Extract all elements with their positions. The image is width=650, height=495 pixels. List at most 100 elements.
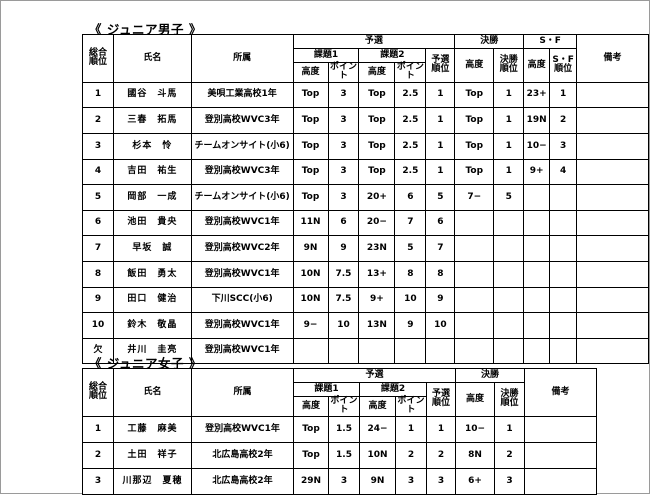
cell-remarks [576,312,649,339]
cell-final-rank [493,312,525,339]
header-remarks: 備考 [576,34,649,83]
cell-task1-height: 10N [292,286,329,314]
cell-sf-rank: 3 [549,133,578,160]
cell-overall-rank: 5 [82,184,114,211]
cell-final-height: 6+ [455,467,495,495]
cell-final-rank [493,235,525,263]
cell-sf-height [523,209,551,237]
cell-task1-point: 3 [328,467,360,495]
cell-overall-rank: 6 [82,209,114,237]
cell-remarks [576,209,649,237]
cell-remarks [524,441,597,469]
cell-affiliation: 登別高校WVC3年 [190,107,294,135]
cell-task2-point: 2.5 [394,107,427,135]
cell-task2-height: 13N [358,312,396,339]
cell-task2-point: 7 [394,209,427,237]
header-final-rank-line2: 順位 [499,64,518,75]
cell-affiliation: チームオンサイト(小6) [190,184,294,211]
cell-task2-point: 5 [394,235,427,263]
cell-task1-point: 3 [327,158,360,186]
cell-task1-point: 3 [327,107,360,135]
junior-men-table-body: 1 國谷 斗馬 美唄工業高校1年 Top 3 Top 2.5 1 Top 1 23+ 1 2 三春 拓馬登… [82,81,649,365]
cell-affiliation: 美唄工業高校1年 [190,81,294,109]
cell-overall-rank: 9 [82,286,114,314]
cell-qualifying-rank: 10 [425,312,456,339]
cell-task1-height [292,337,329,365]
cell-remarks [524,467,597,495]
cell-overall-rank: 3 [82,467,114,495]
header-sf-rank: S・F 順位 [549,48,578,83]
cell-task1-point [327,337,360,365]
cell-final-rank: 1 [493,107,525,135]
cell-affiliation: 登別高校WVC1年 [190,261,294,288]
cell-final-rank: 1 [493,81,525,109]
cell-qualifying-rank: 8 [425,261,456,288]
cell-task1-point: 10 [327,312,360,339]
cell-task2-height: 23N [358,235,396,263]
table-row: 8 飯田 勇太 登別高校WVC1年 10N 7.5 13+ 8 8 [82,261,649,288]
header-task2-point: ポイント [394,62,427,83]
header-qualifying: 予選 [293,368,456,383]
cell-overall-rank: 8 [82,261,114,288]
cell-task1-point: 1.5 [328,415,360,443]
table-row: 3 川那辺 夏穂 北広島高校2年 29N 3 9N 3 3 6+ 3 [82,467,597,495]
cell-qualifying-rank: 1 [425,81,456,109]
cell-remarks [576,81,649,109]
cell-task2-point: 10 [394,286,427,314]
cell-task2-point: 2.5 [394,133,427,160]
cell-name: 井川 圭亮 [112,337,192,365]
cell-final-height [454,286,495,314]
cell-task2-point: 2.5 [394,158,427,186]
junior-women-results-table: 総合 順位 氏名 所属 予選 決勝 備考 課題1 課題2 予選 順位 高度 決勝 [82,368,597,495]
cell-affiliation: 下川SCC(小6) [190,286,294,314]
cell-final-height [454,209,495,237]
header-task1: 課題1 [293,382,360,397]
cell-final-rank [493,261,525,288]
cell-qualifying-rank: 1 [425,158,456,186]
header-affiliation: 所属 [190,34,294,83]
cell-sf-rank [549,209,578,237]
table-row: 4 吉田 祐生 登別高校WVC3年 Top 3 Top 2.5 1 Top 1 9+ 4 [82,158,649,186]
cell-task2-point: 6 [394,184,427,211]
cell-task2-point: 8 [394,261,427,288]
cell-sf-rank: 1 [549,81,578,109]
cell-final-rank: 2 [494,441,525,469]
cell-overall-rank: 3 [82,133,114,160]
cell-affiliation: チームオンサイト(小6) [190,133,294,160]
junior-women-table-body: 1 工藤 麻美 登別高校WVC1年 Top 1.5 24− 1 1 10− 1 2 土田 祥子 北広島高… [82,415,597,495]
cell-name: 國谷 斗馬 [112,81,192,109]
cell-task1-point: 1.5 [328,441,360,469]
header-qual-rank-line2: 順位 [431,64,450,75]
cell-task1-point: 7.5 [327,286,360,314]
cell-sf-rank [549,312,578,339]
table-row: 5 岡部 一成 チームオンサイト(小6) Top 3 20+ 6 5 7− 5 [82,184,649,211]
table-row: 欠井川 圭亮 登別高校WVC1年 [82,337,649,365]
cell-qualifying-rank [425,337,456,365]
header-sf-rank-line1: S・F [552,55,574,65]
cell-sf-height [523,261,551,288]
table-row: 7 早坂 誠登別高校WVC2年 9N 9 23N 5 7 [82,235,649,263]
cell-remarks [576,235,649,263]
cell-overall-rank: 4 [82,158,114,186]
cell-task1-point: 7.5 [327,261,360,288]
cell-name: 工藤 麻美 [113,415,192,443]
cell-sf-rank: 2 [549,107,578,135]
cell-final-rank [493,209,525,237]
cell-final-height: Top [454,133,495,160]
header-qual-rank-line1: 予選 [431,55,450,65]
cell-task1-height: 9− [292,312,329,339]
table-row: 10 鈴木 敬晶 登別高校WVC1年 9− 10 13N 9 10 [82,312,649,339]
header-task2: 課題2 [358,48,427,63]
header-task1: 課題1 [292,48,360,63]
header-final-rank-line1: 決勝 [500,389,519,399]
cell-task2-point: 1 [395,415,427,443]
cell-task1-height: Top [292,184,329,211]
cell-task2-height: 20− [358,209,396,237]
header-qual-rank: 予選 順位 [425,48,456,83]
cell-affiliation: 登別高校WVC2年 [190,235,294,263]
cell-task2-point: 2 [395,441,427,469]
cell-sf-height [523,184,551,211]
header-overall-rank-line2: 順位 [88,57,107,68]
cell-overall-rank: 1 [82,415,114,443]
